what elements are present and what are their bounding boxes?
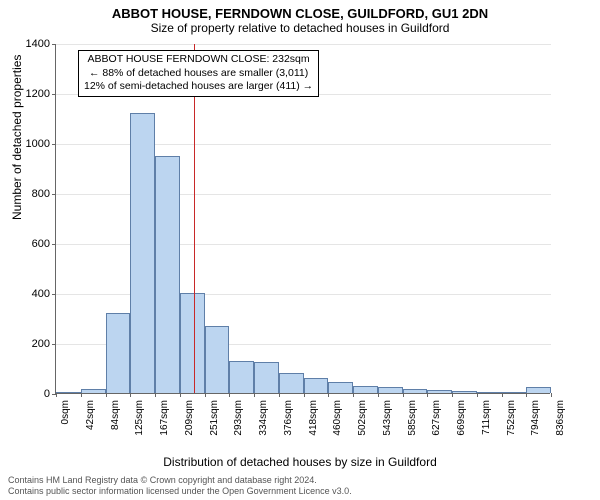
xtick-mark — [304, 393, 305, 397]
histogram-bar — [452, 391, 477, 393]
xtick-label: 251sqm — [209, 400, 220, 460]
ytick-mark — [52, 94, 56, 95]
xtick-mark — [180, 393, 181, 397]
ytick-mark — [52, 144, 56, 145]
xtick-mark — [526, 393, 527, 397]
annot-line3: 12% of semi-detached houses are larger (… — [84, 80, 313, 94]
xtick-mark — [427, 393, 428, 397]
ytick-mark — [52, 244, 56, 245]
histogram-bar — [279, 373, 304, 393]
xtick-label: 167sqm — [159, 400, 170, 460]
footer-line2: Contains public sector information licen… — [8, 486, 352, 497]
xtick-mark — [502, 393, 503, 397]
page-subtitle: Size of property relative to detached ho… — [0, 21, 600, 39]
histogram-bar — [304, 378, 329, 393]
ytick-label: 600 — [10, 238, 50, 250]
xtick-label: 502sqm — [357, 400, 368, 460]
xtick-mark — [477, 393, 478, 397]
footer-attribution: Contains HM Land Registry data © Crown c… — [8, 475, 352, 498]
xtick-label: 543sqm — [382, 400, 393, 460]
histogram-bar — [427, 390, 452, 393]
histogram-bar — [205, 326, 230, 394]
annot-line1: ABBOT HOUSE FERNDOWN CLOSE: 232sqm — [84, 53, 313, 67]
xtick-mark — [378, 393, 379, 397]
histogram-bar — [477, 392, 502, 394]
ytick-mark — [52, 344, 56, 345]
xtick-label: 585sqm — [407, 400, 418, 460]
xtick-mark — [353, 393, 354, 397]
xtick-label: 293sqm — [233, 400, 244, 460]
xtick-label: 84sqm — [110, 400, 121, 460]
xtick-mark — [328, 393, 329, 397]
page-title: ABBOT HOUSE, FERNDOWN CLOSE, GUILDFORD, … — [0, 0, 600, 21]
xtick-label: 125sqm — [134, 400, 145, 460]
xtick-mark — [551, 393, 552, 397]
xtick-label: 627sqm — [431, 400, 442, 460]
histogram-bar — [328, 382, 353, 393]
ytick-label: 0 — [10, 388, 50, 400]
ytick-mark — [52, 44, 56, 45]
xtick-mark — [452, 393, 453, 397]
plot-region: 02004006008001000120014000sqm42sqm84sqm1… — [55, 44, 550, 394]
ytick-label: 400 — [10, 288, 50, 300]
xtick-label: 711sqm — [481, 400, 492, 460]
histogram-bar — [378, 387, 403, 393]
histogram-bar — [81, 389, 106, 394]
histogram-bar — [353, 386, 378, 394]
xtick-mark — [254, 393, 255, 397]
xtick-label: 460sqm — [332, 400, 343, 460]
histogram-bar — [56, 392, 81, 393]
xtick-label: 669sqm — [456, 400, 467, 460]
xtick-label: 376sqm — [283, 400, 294, 460]
xtick-label: 418sqm — [308, 400, 319, 460]
ytick-label: 800 — [10, 188, 50, 200]
xtick-mark — [279, 393, 280, 397]
footer-line1: Contains HM Land Registry data © Crown c… — [8, 475, 352, 486]
xtick-label: 752sqm — [506, 400, 517, 460]
xtick-mark — [81, 393, 82, 397]
histogram-bar — [229, 361, 254, 394]
ytick-label: 1000 — [10, 138, 50, 150]
xtick-mark — [106, 393, 107, 397]
xtick-mark — [56, 393, 57, 397]
ytick-label: 1400 — [10, 38, 50, 50]
ytick-mark — [52, 194, 56, 195]
xtick-mark — [403, 393, 404, 397]
ytick-label: 1200 — [10, 88, 50, 100]
histogram-bar — [254, 362, 279, 393]
xtick-label: 0sqm — [60, 400, 71, 460]
gridline — [56, 44, 551, 45]
xtick-mark — [229, 393, 230, 397]
xtick-label: 836sqm — [555, 400, 566, 460]
histogram-bar — [155, 156, 180, 394]
xtick-mark — [155, 393, 156, 397]
xtick-mark — [130, 393, 131, 397]
xtick-label: 334sqm — [258, 400, 269, 460]
ytick-mark — [52, 294, 56, 295]
histogram-bar — [180, 293, 205, 393]
chart-area: 02004006008001000120014000sqm42sqm84sqm1… — [55, 44, 550, 394]
histogram-bar — [106, 313, 131, 393]
histogram-bar — [130, 113, 155, 393]
xtick-label: 42sqm — [85, 400, 96, 460]
annotation-box: ABBOT HOUSE FERNDOWN CLOSE: 232sqm← 88% … — [78, 50, 319, 97]
annot-line2: ← 88% of detached houses are smaller (3,… — [84, 67, 313, 81]
histogram-bar — [526, 387, 551, 393]
xtick-label: 794sqm — [530, 400, 541, 460]
x-axis-label: Distribution of detached houses by size … — [0, 455, 600, 469]
histogram-bar — [403, 389, 428, 393]
xtick-mark — [205, 393, 206, 397]
ytick-label: 200 — [10, 338, 50, 350]
xtick-label: 209sqm — [184, 400, 195, 460]
histogram-bar — [502, 392, 527, 394]
